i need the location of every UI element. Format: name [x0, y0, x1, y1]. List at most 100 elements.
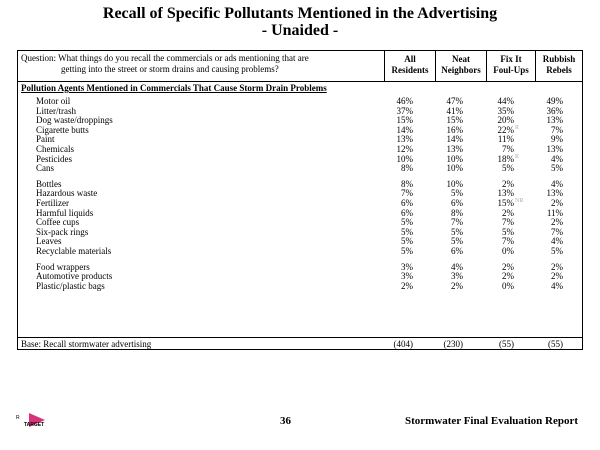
- table-row: Hazardous waste 7% 5% 13% 13%: [18, 189, 582, 199]
- row-label: Cigarette butts: [36, 124, 89, 135]
- table-row: Dog waste/droppings 15% 15% 20% 13%: [18, 116, 582, 126]
- row-value: 6%: [451, 246, 463, 256]
- row-value: 5%: [551, 163, 563, 174]
- question-text: Question: What things do you recall the …: [21, 53, 381, 75]
- significance-marker: R: [515, 124, 520, 131]
- row-value: 10%: [446, 153, 464, 164]
- row-value: 5%: [551, 246, 563, 256]
- row-label: Fertilizer: [36, 198, 69, 208]
- row-value: 6%: [401, 207, 413, 218]
- row-label: Harmful liquids: [36, 207, 94, 218]
- row-value: 2%: [451, 280, 463, 291]
- row-value: 41%: [446, 105, 464, 116]
- row-value: 7%: [502, 144, 514, 154]
- row-value: 13%: [497, 188, 515, 199]
- row-value: 13%: [546, 188, 564, 199]
- row-value: 7%: [451, 217, 463, 228]
- row-value: 5%: [451, 236, 463, 247]
- table-row: Paint 13% 14% 11% 9%: [18, 135, 582, 145]
- row-value: 8%: [451, 207, 463, 218]
- table-row: Pesticides 10% 10% 18% 4% R: [18, 153, 582, 165]
- row-value: 5%: [401, 236, 413, 247]
- row-value: 35%: [497, 105, 515, 116]
- row-value: 15%: [446, 115, 464, 126]
- row-value: 11%: [546, 207, 563, 218]
- page-subtitle: - Unaided -: [261, 22, 339, 39]
- table-row: Harmful liquids 6% 8% 2% 11%: [18, 207, 582, 219]
- row-value: 8%: [401, 163, 413, 174]
- row-label: Plastic/plastic bags: [36, 280, 105, 291]
- row-value: 7%: [551, 226, 563, 237]
- row-value: 4%: [551, 153, 563, 164]
- row-value: 49%: [546, 96, 564, 106]
- row-value: 7%: [502, 236, 514, 247]
- question-line-1: Question: What things do you recall the …: [21, 53, 309, 63]
- row-value: 4%: [551, 280, 563, 291]
- row-value: 2%: [502, 271, 514, 282]
- row-value: 5%: [451, 226, 463, 237]
- row-value: 14%: [396, 124, 414, 135]
- row-value: 46%: [396, 96, 414, 106]
- significance-marker: R: [515, 153, 520, 160]
- row-value: 47%: [446, 96, 464, 106]
- column-divider: [435, 51, 436, 81]
- page-title: Recall of Specific Pollutants Mentioned …: [102, 5, 498, 22]
- table-row: Cigarette butts 14% 16% 22% 7% R: [18, 124, 582, 136]
- row-value: 44%: [497, 96, 515, 106]
- row-value: 16%: [446, 124, 464, 135]
- row-label: Cans: [36, 163, 54, 174]
- row-label: Chemicals: [36, 144, 74, 154]
- row-value: 7%: [502, 217, 514, 228]
- row-value: 5%: [502, 226, 514, 237]
- table-row: Food wrappers 3% 4% 2% 2%: [18, 261, 582, 273]
- row-value: 13%: [446, 144, 464, 154]
- row-value: 0%: [502, 280, 514, 291]
- target-logo: R TARGET: [16, 413, 45, 428]
- row-value: 15%: [497, 198, 515, 208]
- column-divider: [486, 51, 487, 81]
- row-value: 4%: [451, 261, 463, 272]
- row-value: 5%: [401, 226, 413, 237]
- row-value: 18%: [497, 153, 515, 164]
- row-value: 3%: [401, 261, 413, 272]
- row-value: 9%: [551, 134, 563, 145]
- table-row: Coffee cups 5% 7% 7% 2%: [18, 218, 582, 228]
- significance-marker: NR: [515, 198, 524, 204]
- column-divider: [384, 51, 385, 81]
- table-row: Litter/trash 37% 41% 35% 36%: [18, 105, 582, 117]
- row-value: 2%: [551, 261, 563, 272]
- row-value: 7%: [551, 124, 563, 135]
- table-row: Bottles 8% 10% 2% 4%: [18, 178, 582, 190]
- row-value: 37%: [396, 105, 414, 116]
- row-value: 3%: [401, 271, 413, 282]
- row-value: 2%: [401, 280, 413, 291]
- question-line-2: getting into the street or storm drains …: [61, 64, 279, 74]
- row-value: 15%: [396, 115, 414, 126]
- col-neat-neighbors: Neat Neighbors: [441, 54, 481, 75]
- row-label: Pesticides: [36, 153, 72, 164]
- row-label: Six-pack rings: [36, 226, 89, 237]
- table-row: Recyclable materials 5% 6% 0% 5%: [18, 246, 582, 257]
- row-value: 4%: [551, 236, 563, 247]
- row-value: 6%: [401, 198, 413, 208]
- row-value: 10%: [446, 163, 464, 174]
- row-label: Litter/trash: [36, 105, 76, 116]
- row-value: 2%: [551, 271, 563, 282]
- col-all-residents: All Residents: [391, 54, 429, 75]
- row-value: 11%: [497, 134, 514, 145]
- row-value: 13%: [546, 144, 564, 154]
- row-value: 14%: [446, 134, 464, 145]
- row-label: Hazardous waste: [36, 188, 98, 199]
- table-row: Chemicals 12% 13% 7% 13%: [18, 144, 582, 155]
- table-row: Cans 8% 10% 5% 5%: [18, 164, 582, 174]
- row-label: Motor oil: [36, 96, 71, 106]
- row-value: 3%: [451, 271, 463, 282]
- col-fix-it-foul-ups: Fix It Foul-Ups: [493, 54, 529, 75]
- row-label: Coffee cups: [36, 217, 80, 228]
- table-row: Six-pack rings 5% 5% 5% 7%: [18, 226, 582, 238]
- row-value: 6%: [451, 198, 463, 208]
- col-rubbish-rebels: Rubbish Rebels: [542, 54, 576, 75]
- base-value: (55): [548, 339, 563, 349]
- row-value: 8%: [401, 178, 413, 189]
- svg-text:R: R: [16, 415, 20, 421]
